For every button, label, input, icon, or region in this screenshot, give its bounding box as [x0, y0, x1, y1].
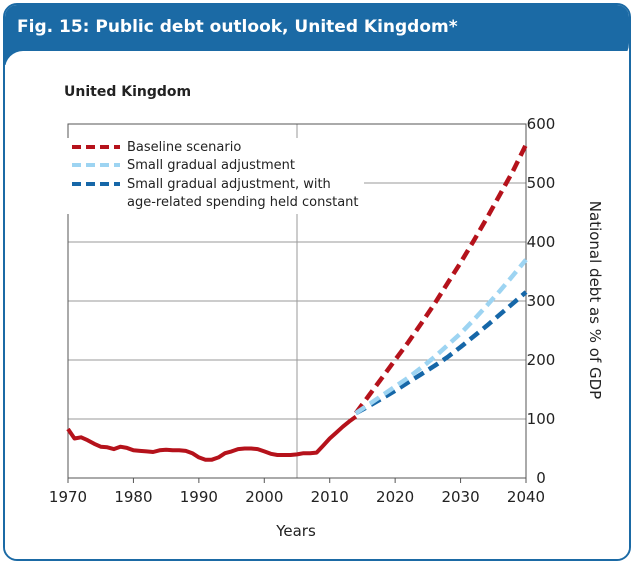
series-baseline-scenario	[354, 143, 529, 415]
y-tick-label: 400	[527, 233, 556, 251]
y-tick-label: 600	[527, 115, 556, 133]
legend-label-age-constant-line2: age-related spending held constant	[127, 195, 359, 210]
series-lines	[66, 143, 529, 462]
x-tick-label: 1980	[114, 488, 152, 506]
y-tick-labels: 0 100 200 300 400 500 600	[527, 115, 556, 487]
x-tick-labels: 1970 1980 1990 2000 2010 2020 2030 2040	[49, 478, 545, 506]
y-tick-label: 100	[527, 410, 556, 428]
legend-label-age-constant-line1: Small gradual adjustment, with	[127, 177, 331, 192]
y-tick-label: 0	[536, 469, 546, 487]
chart-subtitle: United Kingdom	[64, 84, 191, 100]
y-tick-label: 200	[527, 351, 556, 369]
series-small-gradual-adjustment	[354, 258, 528, 415]
x-tick-label: 2040	[507, 488, 545, 506]
x-tick-label: 2000	[245, 488, 283, 506]
series-small-gradual-adjustment-with-age-related-spending-held-constant	[354, 290, 528, 416]
plot-frame	[67, 123, 527, 479]
x-tick-label: 1990	[180, 488, 218, 506]
y-tick-label: 500	[527, 174, 556, 192]
figure-title: Fig. 15: Public debt outlook, United Kin…	[17, 17, 458, 37]
figure-body	[5, 51, 629, 559]
y-tick-label: 300	[527, 292, 556, 310]
legend-label-baseline: Baseline scenario	[127, 140, 241, 155]
x-tick-label: 1970	[49, 488, 87, 506]
x-tick-label: 2020	[376, 488, 414, 506]
x-tick-label: 2030	[441, 488, 479, 506]
y-axis-label: National debt as % of GDP	[586, 201, 604, 399]
legend-background	[64, 138, 364, 214]
x-axis-label: Years	[275, 522, 316, 540]
x-tick-label: 2010	[311, 488, 349, 506]
series-historical	[66, 414, 358, 462]
legend: Baseline scenario Small gradual adjustme…	[72, 140, 359, 210]
legend-label-small-adjustment: Small gradual adjustment	[127, 158, 295, 173]
